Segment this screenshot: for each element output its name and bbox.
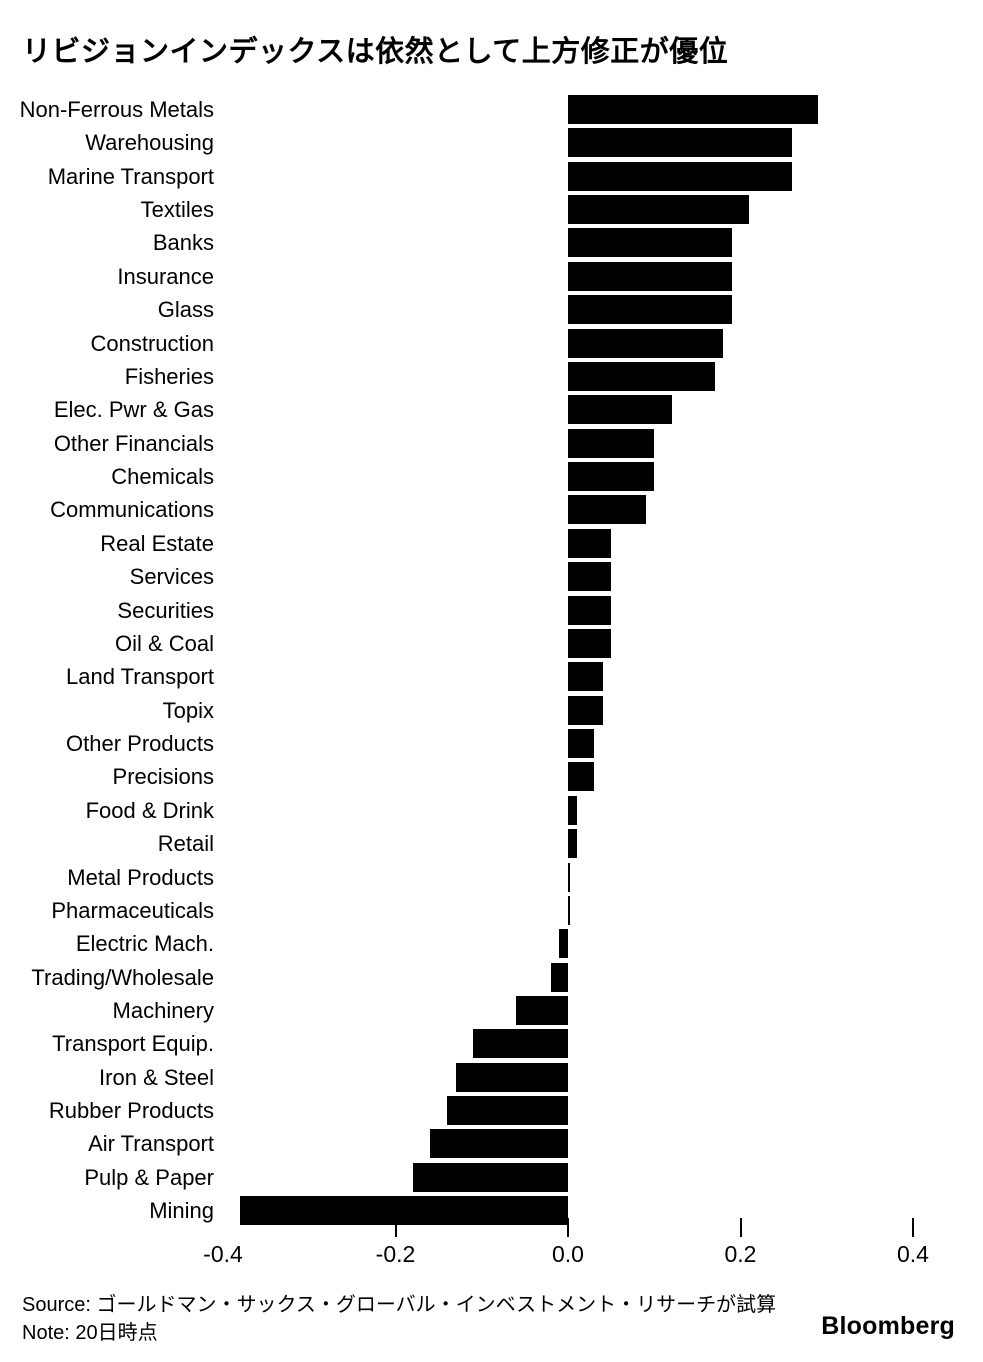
bar — [568, 395, 672, 425]
bar — [568, 562, 612, 592]
bar — [568, 195, 750, 225]
axis-tick-label: 0.2 — [724, 1241, 757, 1267]
bar — [516, 995, 568, 1025]
category-label: Textiles — [140, 197, 214, 223]
category-label: Machinery — [112, 997, 214, 1023]
category-label: Fisheries — [124, 363, 214, 389]
category-label: Construction — [90, 330, 214, 356]
category-label: Warehousing — [85, 130, 214, 156]
bar — [240, 1196, 568, 1226]
category-label: Air Transport — [88, 1131, 214, 1157]
bar — [568, 729, 594, 759]
category-label: Glass — [157, 297, 214, 323]
bar — [568, 528, 612, 558]
category-label: Rubber Products — [48, 1098, 214, 1124]
category-label: Food & Drink — [85, 797, 214, 823]
category-label: Elec. Pwr & Gas — [53, 397, 214, 423]
bar — [550, 962, 568, 992]
category-label: Precisions — [112, 764, 214, 790]
axis-tick-label: -0.4 — [203, 1241, 243, 1267]
category-label: Chemicals — [111, 464, 214, 490]
category-label: Other Financials — [53, 430, 214, 456]
bar — [568, 795, 577, 825]
category-label: Transport Equip. — [52, 1031, 214, 1057]
bar — [447, 1096, 568, 1126]
category-label: Iron & Steel — [99, 1064, 214, 1090]
category-label: Securities — [117, 597, 214, 623]
category-label: Insurance — [117, 263, 214, 289]
bar — [568, 695, 603, 725]
axis-tick — [394, 1218, 397, 1237]
category-label: Real Estate — [100, 530, 214, 556]
axis-tick-label: 0.0 — [552, 1241, 584, 1267]
bar — [568, 228, 732, 258]
category-label: Non-Ferrous Metals — [19, 97, 214, 122]
chart-title: リビジョンインデックスは依然として上方修正が優位 — [22, 36, 729, 68]
category-label: Trading/Wholesale — [31, 964, 214, 990]
bar — [412, 1162, 568, 1192]
category-label: Pharmaceuticals — [51, 897, 214, 923]
axis-tick-label: -0.2 — [375, 1241, 416, 1267]
bar — [568, 662, 603, 692]
category-label: Pulp & Paper — [84, 1164, 214, 1190]
category-label: Topix — [162, 697, 214, 723]
bar — [568, 628, 612, 658]
bar — [559, 929, 568, 959]
category-label: Land Transport — [66, 664, 214, 690]
axis-tick — [567, 1218, 569, 1237]
bar — [430, 1129, 568, 1159]
axis-tick-label: 0.4 — [897, 1241, 929, 1267]
bar — [568, 328, 724, 358]
bar — [568, 161, 793, 191]
category-label: Banks — [152, 230, 214, 256]
bar — [568, 95, 819, 124]
category-label: Mining — [149, 1198, 214, 1224]
bar — [455, 1062, 568, 1092]
bar — [568, 829, 577, 859]
category-label: Electric Mach. — [75, 931, 214, 957]
axis-tick — [912, 1218, 914, 1237]
category-label: Services — [129, 564, 214, 590]
bar — [568, 895, 570, 925]
bar — [568, 128, 793, 158]
bar — [568, 862, 570, 892]
category-label: Metal Products — [67, 864, 214, 890]
category-label: Other Products — [66, 731, 214, 757]
category-label: Oil & Coal — [114, 630, 214, 656]
category-label: Retail — [157, 831, 214, 857]
bar — [473, 1029, 568, 1059]
note-text: Note: 20日時点 — [22, 1322, 158, 1344]
bar — [568, 295, 732, 325]
bar — [568, 595, 612, 625]
category-label: Marine Transport — [47, 163, 214, 189]
bloomberg-logo: Bloomberg — [821, 1312, 955, 1340]
bar — [568, 361, 715, 391]
bar — [568, 495, 646, 525]
bar — [568, 462, 655, 492]
bar — [568, 428, 655, 458]
source-text: Source: ゴールドマン・サックス・グローバル・インベストメント・リサーチが… — [22, 1294, 777, 1316]
axis-tick — [739, 1218, 742, 1237]
category-label: Communications — [50, 497, 214, 523]
bar — [568, 261, 732, 291]
bar — [568, 762, 594, 792]
